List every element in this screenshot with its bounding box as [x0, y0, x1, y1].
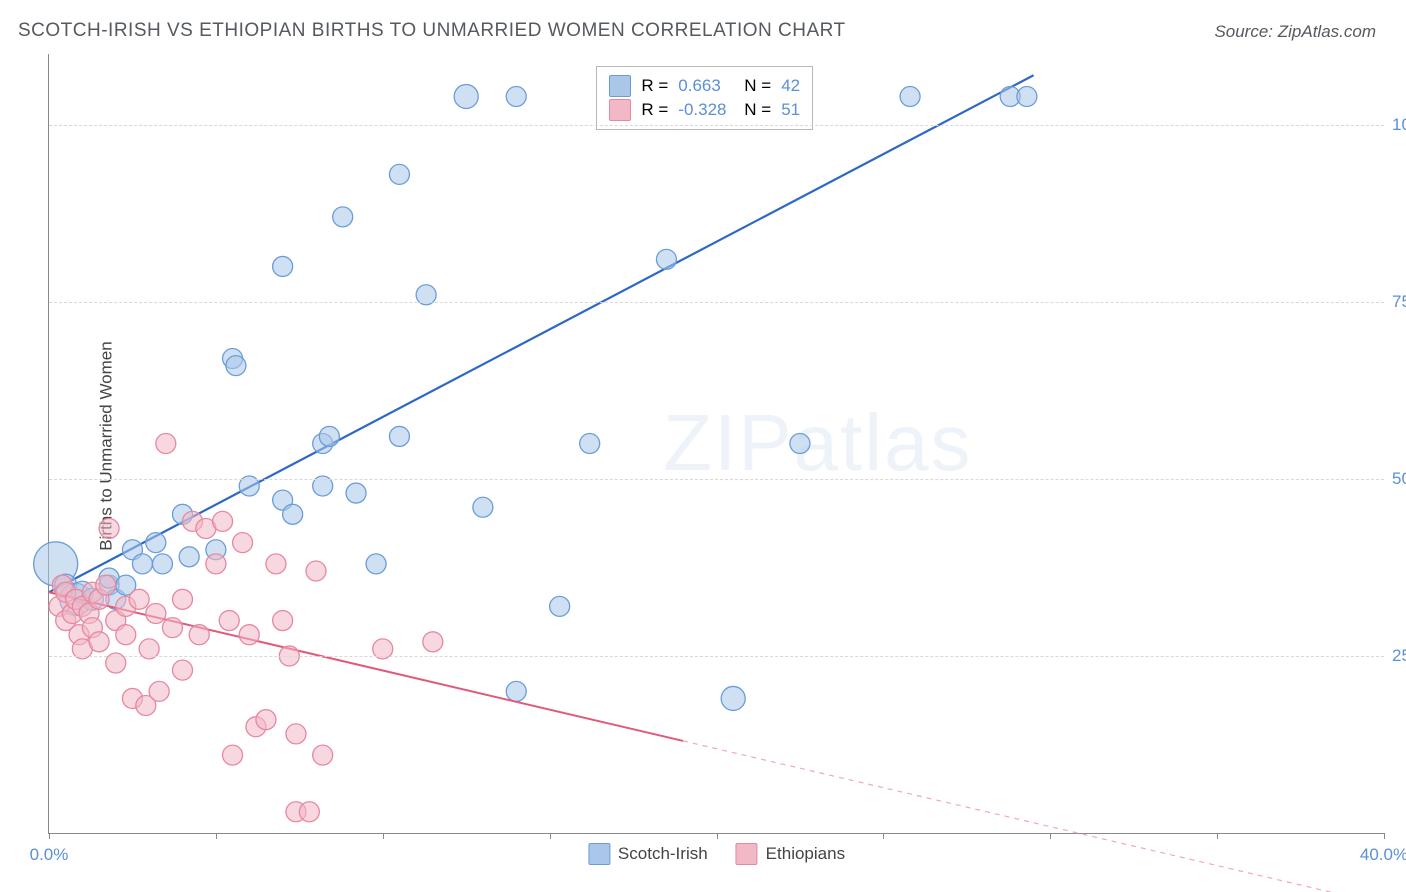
swatch-scotch-irish — [588, 843, 610, 865]
y-tick-label: 25.0% — [1392, 646, 1406, 666]
gridline-h — [49, 479, 1384, 480]
gridline-h — [49, 656, 1384, 657]
data-point — [580, 434, 600, 454]
data-point — [473, 497, 493, 517]
data-point — [506, 681, 526, 701]
n-value-ethiopians: 51 — [781, 100, 800, 120]
swatch-ethiopians — [736, 843, 758, 865]
legend-row-scotch-irish: R = 0.663 N = 42 — [609, 75, 800, 97]
data-point — [223, 745, 243, 765]
legend-item-scotch-irish: Scotch-Irish — [588, 843, 708, 865]
x-tick-mark — [1050, 833, 1051, 839]
data-point — [156, 434, 176, 454]
data-point — [173, 660, 193, 680]
gridline-h — [49, 125, 1384, 126]
x-tick-mark — [216, 833, 217, 839]
data-point — [146, 603, 166, 623]
r-value-scotch-irish: 0.663 — [678, 76, 734, 96]
scatter-plot-area: ZIPatlas R = 0.663 N = 42 R = -0.328 N =… — [48, 54, 1384, 834]
data-point — [790, 434, 810, 454]
data-point — [99, 518, 119, 538]
data-point — [206, 554, 226, 574]
data-point — [721, 686, 745, 710]
data-point — [256, 710, 276, 730]
chart-title: SCOTCH-IRISH VS ETHIOPIAN BIRTHS TO UNMA… — [18, 20, 846, 42]
n-label: N = — [744, 76, 771, 96]
data-point — [132, 554, 152, 574]
data-point — [233, 533, 253, 553]
source-attribution: Source: ZipAtlas.com — [1214, 22, 1376, 42]
legend-label: Ethiopians — [766, 844, 845, 864]
trend-line — [49, 592, 683, 741]
data-point — [189, 625, 209, 645]
data-point — [146, 533, 166, 553]
data-point — [273, 611, 293, 631]
data-point — [116, 625, 136, 645]
data-point — [162, 618, 182, 638]
data-point — [226, 356, 246, 376]
data-point — [179, 547, 199, 567]
x-tick-label: 40.0% — [1360, 845, 1406, 865]
correlation-legend: R = 0.663 N = 42 R = -0.328 N = 51 — [596, 66, 813, 130]
data-point — [96, 575, 116, 595]
data-point — [313, 745, 333, 765]
x-tick-mark — [49, 833, 50, 839]
data-point — [319, 426, 339, 446]
trend-line-extension — [683, 741, 1351, 892]
x-tick-mark — [1217, 833, 1218, 839]
x-tick-label: 0.0% — [30, 845, 69, 865]
data-point — [389, 426, 409, 446]
x-tick-mark — [717, 833, 718, 839]
legend-item-ethiopians: Ethiopians — [736, 843, 845, 865]
legend-label: Scotch-Irish — [618, 844, 708, 864]
data-point — [152, 554, 172, 574]
legend-row-ethiopians: R = -0.328 N = 51 — [609, 99, 800, 121]
gridline-h — [49, 302, 1384, 303]
data-point — [213, 511, 233, 531]
chart-svg-layer — [49, 54, 1384, 833]
r-label: R = — [641, 100, 668, 120]
data-point — [283, 504, 303, 524]
data-point — [306, 561, 326, 581]
data-point — [389, 164, 409, 184]
r-value-ethiopians: -0.328 — [678, 100, 734, 120]
data-point — [333, 207, 353, 227]
data-point — [346, 483, 366, 503]
y-tick-label: 100.0% — [1392, 115, 1406, 135]
data-point — [219, 611, 239, 631]
y-tick-label: 50.0% — [1392, 469, 1406, 489]
data-point — [273, 256, 293, 276]
swatch-ethiopians — [609, 99, 631, 121]
data-point — [239, 625, 259, 645]
x-tick-mark — [550, 833, 551, 839]
swatch-scotch-irish — [609, 75, 631, 97]
data-point — [366, 554, 386, 574]
data-point — [550, 596, 570, 616]
data-point — [506, 86, 526, 106]
data-point — [89, 632, 109, 652]
data-point — [129, 589, 149, 609]
data-point — [149, 681, 169, 701]
data-point — [656, 249, 676, 269]
data-point — [423, 632, 443, 652]
data-point — [173, 589, 193, 609]
data-point — [299, 802, 319, 822]
n-label: N = — [744, 100, 771, 120]
r-label: R = — [641, 76, 668, 96]
data-point — [454, 84, 478, 108]
y-tick-label: 75.0% — [1392, 292, 1406, 312]
x-tick-mark — [383, 833, 384, 839]
data-point — [1017, 86, 1037, 106]
data-point — [286, 724, 306, 744]
x-tick-mark — [1384, 833, 1385, 839]
data-point — [900, 86, 920, 106]
data-point — [266, 554, 286, 574]
n-value-scotch-irish: 42 — [781, 76, 800, 96]
series-legend: Scotch-Irish Ethiopians — [588, 843, 845, 865]
x-tick-mark — [883, 833, 884, 839]
